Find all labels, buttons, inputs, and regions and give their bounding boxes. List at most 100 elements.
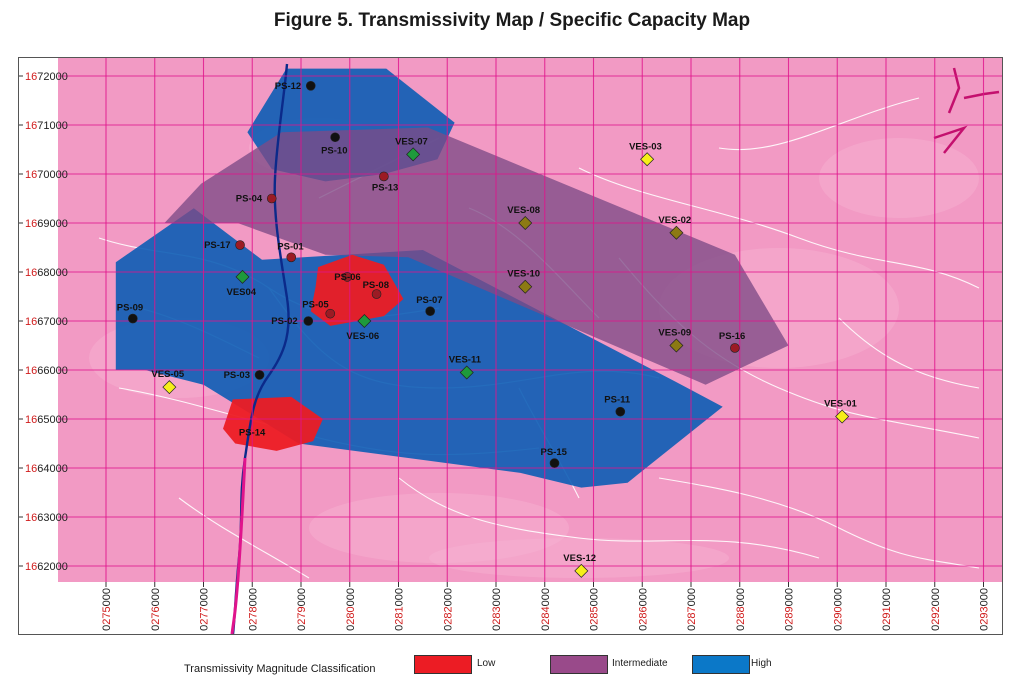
x-tick-label: 0288000 (735, 588, 747, 631)
well-label: PS-09 (117, 303, 143, 314)
x-tick-label: 0285000 (589, 588, 601, 631)
y-tick-label: 1671000 (25, 120, 68, 132)
figure-title: Figure 5. Transmissivity Map / Specific … (273, 10, 751, 31)
sample-points: PS-12 PS-10 PS-13 PS-04 PS-17 PS-01 PS-06PS-08… (117, 81, 858, 578)
terrain-patch (429, 538, 729, 578)
ves-marker (162, 380, 177, 395)
ves-label: VES-01 (824, 399, 857, 410)
x-tick-label: 0276000 (150, 588, 162, 631)
ves-marker (518, 279, 533, 294)
well-marker (128, 313, 138, 324)
well-marker (371, 289, 382, 299)
well-marker (615, 406, 626, 417)
ves-marker (574, 563, 589, 578)
ves-marker (357, 314, 372, 328)
ves-label: VES-02 (658, 215, 691, 226)
ves-label: VES04 (227, 287, 257, 298)
ves-marker (640, 152, 655, 167)
well-marker (266, 193, 277, 204)
well-label: PS-13 (372, 182, 398, 193)
y-tick-label: 1668000 (25, 267, 68, 279)
well-label: PS-06 (334, 272, 360, 283)
legend-label-low: Low (477, 658, 496, 669)
x-tick-label: 0281000 (394, 588, 406, 631)
ves-label: VES-12 (563, 553, 596, 564)
x-tick-label: 0291000 (881, 588, 893, 631)
x-tick-label: 0277000 (199, 588, 211, 631)
well-label: PS-15 (541, 447, 568, 458)
well-marker (730, 343, 740, 353)
road-line (718, 97, 920, 151)
well-marker (303, 316, 314, 326)
legend-label-high: High (751, 658, 772, 669)
ves-marker (669, 225, 684, 240)
legend-swatch-low (414, 655, 472, 674)
ves-marker (235, 269, 250, 284)
well-label: PS-08 (363, 280, 389, 291)
well-label: PS-07 (416, 295, 442, 306)
zone-intermediate (164, 127, 789, 385)
ves-label: VES-06 (346, 331, 379, 342)
y-tick-label: 1662000 (25, 561, 68, 573)
well-label: PS-03 (224, 370, 250, 381)
river-lower (230, 457, 247, 634)
ves-label: VES-09 (658, 328, 691, 339)
y-tick-label: 1669000 (25, 218, 68, 230)
legend-swatch-intermediate (550, 655, 608, 674)
stream-ne (947, 67, 961, 114)
x-tick-label: 0284000 (540, 588, 552, 631)
ves-label: VES-10 (507, 269, 540, 280)
y-tick-label: 1666000 (25, 365, 68, 377)
well-marker (305, 80, 316, 91)
x-tick-label: 0290000 (832, 588, 844, 631)
well-marker (330, 132, 340, 143)
x-tick-label: 0280000 (345, 588, 357, 631)
map-canvas[interactable]: 1672000 1671000 1670000 1669000 1668000 16670… (19, 58, 1002, 634)
well-label: PS-05 (302, 300, 329, 311)
x-tick-label: 0292000 (930, 588, 942, 631)
y-tick-label: 1667000 (25, 316, 68, 328)
x-tick-label: 0278000 (247, 588, 259, 631)
well-label: PS-04 (236, 194, 263, 205)
x-tick-label: 0279000 (296, 588, 308, 631)
ves-marker (835, 409, 850, 424)
well-marker (342, 272, 353, 282)
road-line (578, 167, 980, 289)
well-marker (379, 171, 389, 182)
y-tick-label: 1670000 (25, 169, 68, 181)
well-marker (549, 458, 560, 468)
terrain-patch (819, 138, 979, 218)
well-label: PS-14 (239, 427, 266, 438)
well-marker (286, 252, 297, 263)
x-tick-label: 0289000 (784, 588, 796, 631)
legend-label-intermediate: Intermediate (612, 658, 668, 669)
well-label: PS-11 (604, 395, 631, 406)
ves-label: VES-03 (629, 141, 662, 152)
y-tick-label: 1664000 (25, 463, 68, 475)
ves-label: VES-11 (449, 354, 482, 365)
y-tick-label: 1663000 (25, 512, 68, 524)
x-tick-label: 0287000 (686, 588, 698, 631)
zone-low-central (310, 254, 404, 326)
ves-label: VES-07 (395, 136, 428, 147)
legend (0, 650, 1024, 680)
axis-ticks: 1672000 1671000 1670000 1669000 1668000 16670… (19, 71, 991, 631)
ves-marker (518, 216, 533, 230)
terrain-patch (309, 493, 569, 563)
ves-label: VES-05 (151, 369, 184, 380)
ves-marker (406, 147, 421, 162)
well-label: PS-17 (204, 240, 230, 251)
x-tick-label: 0293000 (979, 588, 991, 631)
legend-swatch-high (692, 655, 750, 674)
x-tick-label: 0283000 (491, 588, 503, 631)
ves-label: VES-08 (507, 205, 540, 216)
well-marker (254, 370, 265, 380)
x-tick-label: 0286000 (637, 588, 649, 631)
ves-marker (459, 365, 474, 380)
y-tick-label: 1672000 (25, 71, 68, 83)
map-frame: 1672000 1671000 1670000 1669000 1668000 16670… (18, 57, 1003, 635)
well-marker (325, 308, 336, 319)
road-line (838, 317, 980, 389)
x-tick-label: 0275000 (101, 588, 113, 631)
well-label: PS-16 (719, 331, 745, 342)
